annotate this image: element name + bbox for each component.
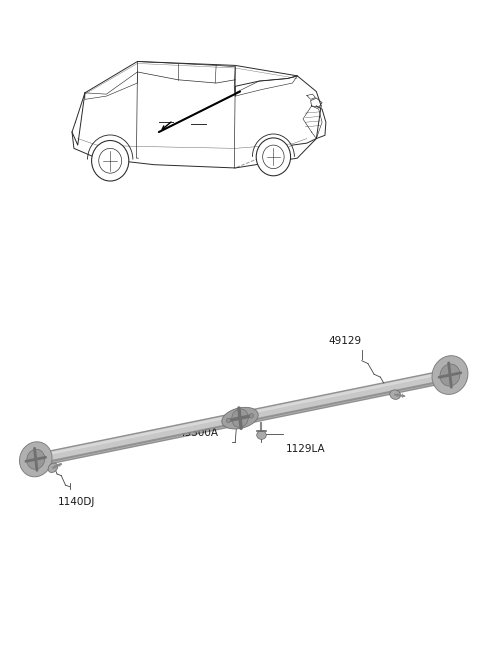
Ellipse shape (257, 431, 266, 440)
Ellipse shape (92, 140, 129, 181)
Ellipse shape (432, 356, 468, 394)
Ellipse shape (390, 390, 400, 400)
Ellipse shape (48, 463, 58, 472)
Ellipse shape (20, 441, 52, 477)
Ellipse shape (232, 409, 248, 427)
Ellipse shape (440, 364, 460, 386)
Ellipse shape (256, 138, 290, 176)
Ellipse shape (222, 407, 258, 429)
Ellipse shape (99, 148, 121, 173)
Text: 1129LA: 1129LA (285, 444, 325, 454)
Ellipse shape (27, 449, 45, 469)
Text: 49300A: 49300A (179, 428, 218, 438)
Ellipse shape (227, 419, 230, 423)
Text: 49129: 49129 (328, 336, 361, 346)
Text: 1140DJ: 1140DJ (58, 497, 95, 506)
Ellipse shape (250, 413, 253, 418)
Ellipse shape (263, 145, 284, 169)
